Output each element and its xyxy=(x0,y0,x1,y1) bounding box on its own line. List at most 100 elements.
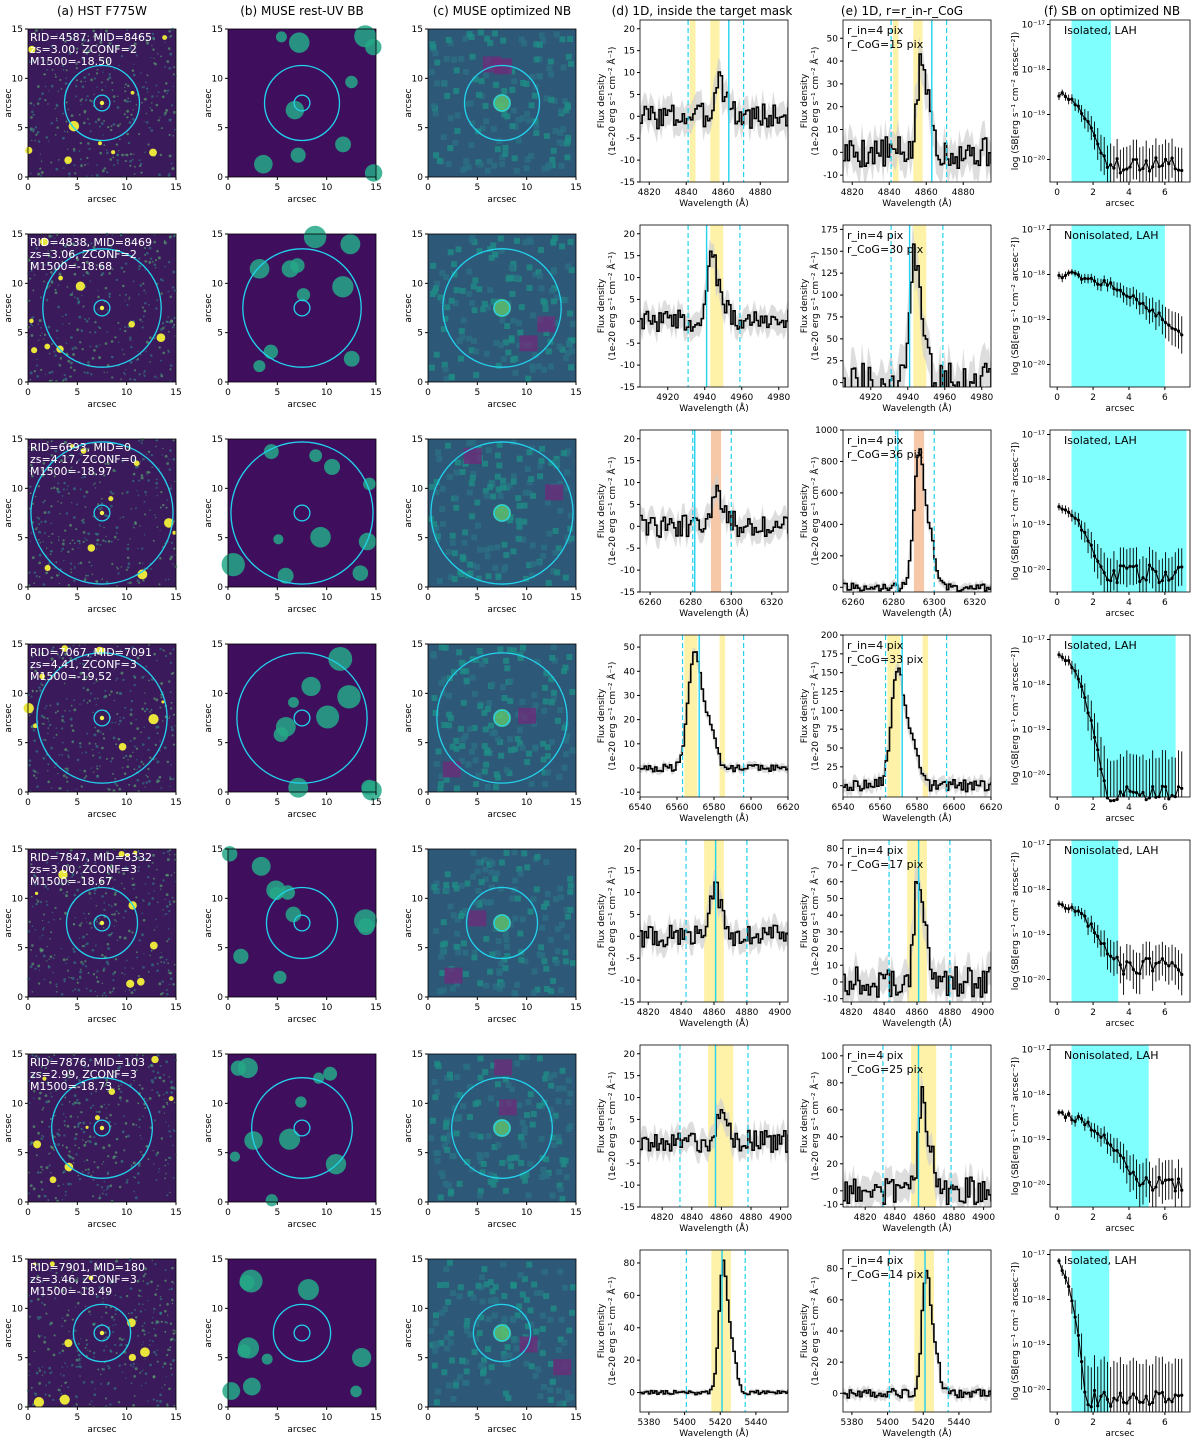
muse-nb-noise xyxy=(559,1195,566,1202)
muse-bb-ytick-label: 10 xyxy=(212,74,224,84)
muse-nb-noise xyxy=(453,469,460,476)
hst-noise xyxy=(171,326,175,329)
hst-noise xyxy=(147,736,151,740)
hst-noise xyxy=(153,652,156,656)
muse-nb-noise xyxy=(466,290,473,297)
flux-unit-label: (1e-20 erg s⁻¹ cm⁻² Å⁻¹) xyxy=(809,252,821,361)
muse-nb-ytick-label: 5 xyxy=(417,739,423,749)
hst-noise xyxy=(112,45,115,48)
muse-nb-noise xyxy=(470,470,477,477)
hst-noise xyxy=(39,532,41,534)
muse-nb-noise xyxy=(567,1123,574,1130)
hst-noise xyxy=(103,908,106,912)
muse-nb-noise xyxy=(552,549,559,556)
hst-noise xyxy=(57,305,60,309)
hst-noise xyxy=(36,130,40,134)
muse-bb-source xyxy=(237,1057,258,1078)
spectrum-frame xyxy=(639,429,789,593)
sb-point xyxy=(1079,528,1084,532)
ytick-label: 10⁻²⁰ xyxy=(1022,1181,1046,1191)
muse-bb-xtick-label: 10 xyxy=(321,798,333,808)
muse-nb-noise xyxy=(558,108,565,115)
hst-noise xyxy=(33,571,37,574)
hst-noise xyxy=(85,319,89,323)
sb-point xyxy=(1089,276,1093,280)
hst-noise xyxy=(127,562,131,566)
hst-noise xyxy=(70,571,73,574)
hst-ylabel: arcsec xyxy=(4,88,14,117)
hst-noise xyxy=(148,679,150,682)
xtick-label: 4940 xyxy=(896,393,919,403)
hst-noise xyxy=(127,141,131,145)
hst-noise xyxy=(141,933,144,937)
hst-noise xyxy=(108,1103,110,1106)
hst-panel: RID=6693, MID=0zs=4.17, ZCONF=0M1500=-18… xyxy=(4,435,182,615)
hst-noise xyxy=(141,547,144,550)
hst-noise xyxy=(82,1122,86,1125)
hst-xtick-label: 0 xyxy=(25,593,31,603)
ytick-label: 80 xyxy=(827,1079,839,1089)
muse-nb-noise xyxy=(494,1081,501,1088)
hst-noise xyxy=(100,1186,104,1189)
hst-noise xyxy=(114,777,117,780)
ytick-label: 10 xyxy=(624,1094,636,1104)
hst-noise xyxy=(152,877,155,880)
hst-noise xyxy=(65,512,69,515)
muse-nb-noise xyxy=(483,935,490,942)
hst-noise xyxy=(64,911,68,915)
hst-noise xyxy=(97,516,99,518)
hst-noise xyxy=(78,924,82,927)
muse-nb-ylabel: arcsec xyxy=(404,703,414,732)
muse-nb-noise xyxy=(512,1154,519,1161)
muse-nb-noise xyxy=(557,885,564,892)
muse-nb-noise xyxy=(434,1157,441,1164)
muse-nb-noise xyxy=(537,473,544,480)
muse-nb-noise xyxy=(562,958,569,965)
sb-point xyxy=(1154,570,1158,574)
hst-noise xyxy=(170,162,173,165)
hst-noise xyxy=(124,373,127,376)
hst-source xyxy=(58,275,63,281)
muse-nb-noise xyxy=(542,305,549,312)
ytick-label: -10 xyxy=(620,566,635,576)
sb-point xyxy=(1057,273,1061,278)
muse-bb-xtick-label: 0 xyxy=(225,1208,231,1218)
hst-noise xyxy=(106,78,109,81)
hst-noise xyxy=(71,361,73,364)
muse-bb-xtick-label: 10 xyxy=(321,388,333,398)
hst-noise xyxy=(117,539,119,541)
hst-noise xyxy=(150,129,154,132)
muse-nb-noise xyxy=(533,130,540,137)
muse-nb-noise xyxy=(434,59,441,66)
hst-noise xyxy=(104,540,107,543)
muse-nb-noise xyxy=(528,152,535,159)
muse-bb-source xyxy=(354,909,377,933)
sb-frame xyxy=(1049,429,1191,593)
hst-noise xyxy=(132,472,136,476)
muse-nb-noise xyxy=(481,898,488,905)
muse-nb-noise xyxy=(472,757,479,764)
hst-noise xyxy=(47,1199,50,1201)
hst-noise xyxy=(41,1108,44,1111)
hst-noise xyxy=(152,1316,154,1319)
hst-xtick-label: 5 xyxy=(74,798,80,808)
sb-point xyxy=(1134,790,1139,795)
hst-noise xyxy=(114,1294,117,1297)
hst-noise xyxy=(61,1317,64,1320)
muse-nb-noise xyxy=(492,251,499,258)
muse-nb-noise xyxy=(526,117,533,124)
hst-noise xyxy=(87,574,90,577)
muse-nb-noise xyxy=(459,334,466,341)
hst-noise xyxy=(79,453,82,456)
hst-noise xyxy=(149,106,152,109)
muse-nb-noise xyxy=(462,971,469,978)
muse-bb-ylabel: arcsec xyxy=(204,293,214,322)
hst-noise xyxy=(75,347,78,350)
hst-noise xyxy=(62,1374,65,1377)
sb-point xyxy=(1121,564,1126,568)
ytick-label: 10⁻¹⁹ xyxy=(1022,111,1046,121)
sb-point xyxy=(1128,789,1132,793)
hst-noise xyxy=(125,1135,128,1139)
muse-nb-noise xyxy=(524,759,531,766)
hst-noise xyxy=(123,270,126,273)
